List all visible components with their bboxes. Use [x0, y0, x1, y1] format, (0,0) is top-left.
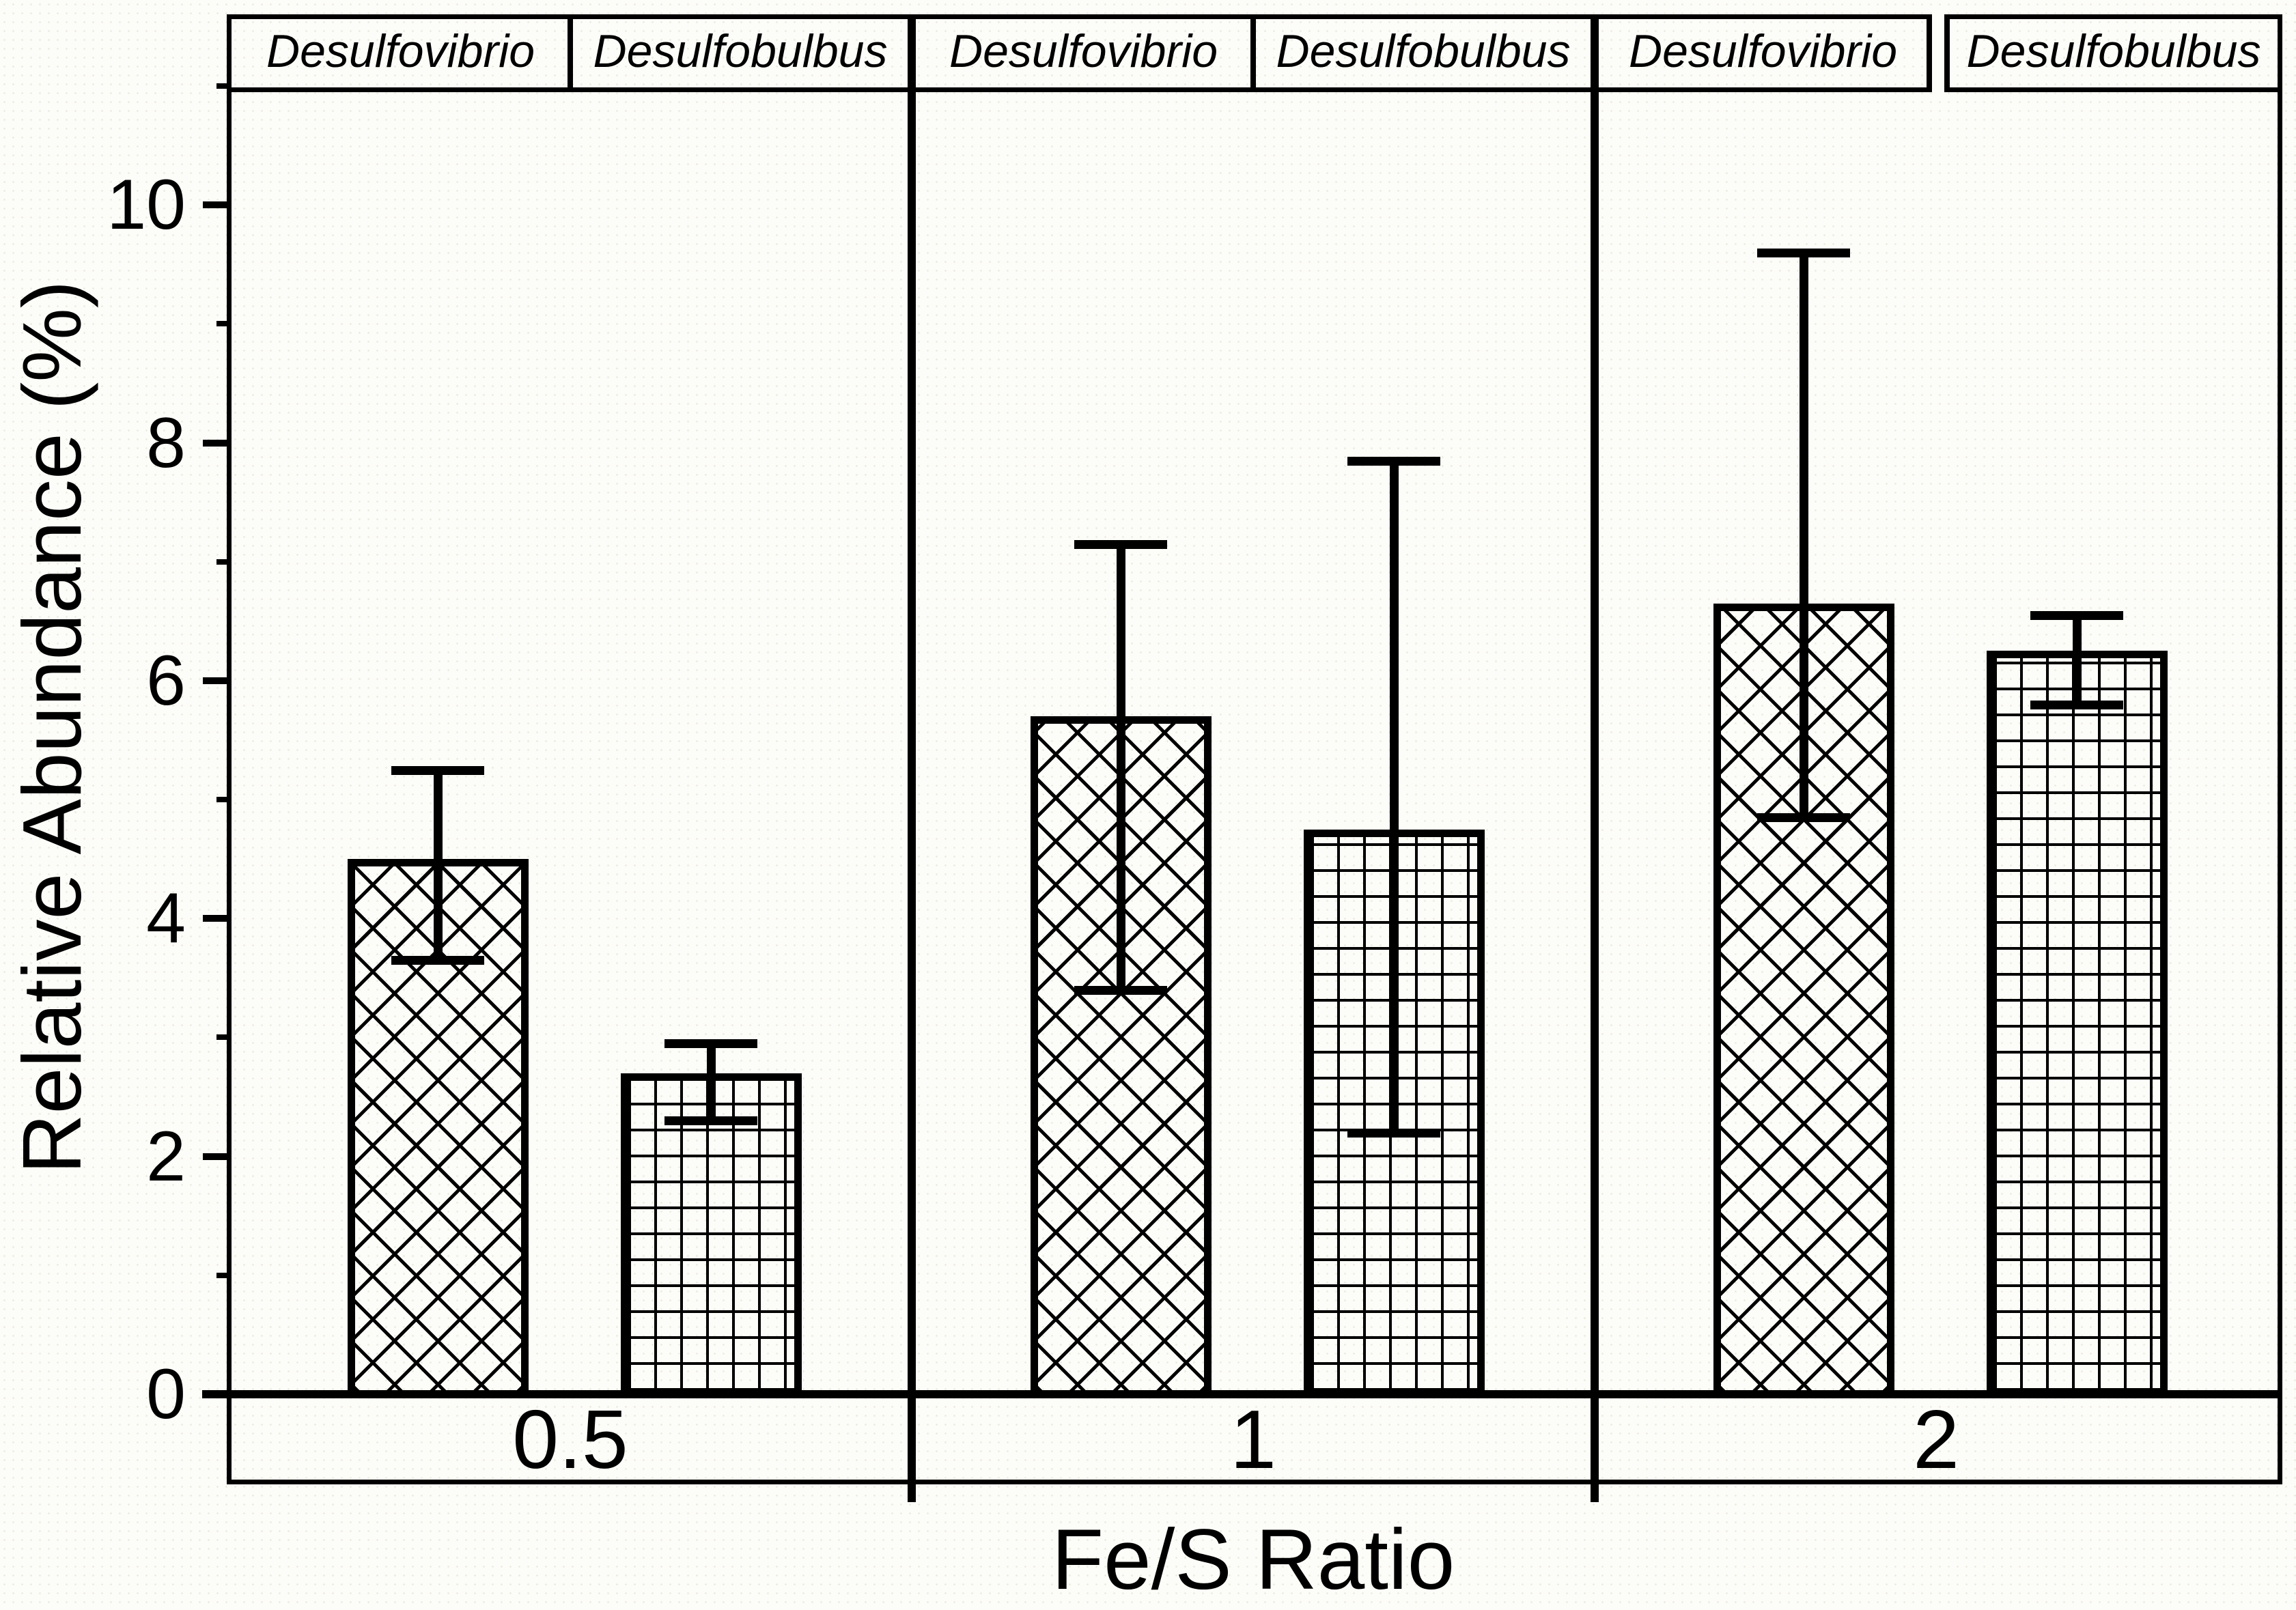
header-gap-right-border — [1944, 14, 1950, 92]
error-bar-cap-top — [2030, 611, 2123, 621]
y-minor-tick — [216, 797, 229, 803]
x-axis-title: Fe/S Ratio — [1051, 1512, 1455, 1607]
species-header-desulfovibrio: Desulfovibrio — [949, 25, 1218, 77]
species-header-desulfobulbus: Desulfobulbus — [593, 25, 888, 77]
y-minor-tick — [216, 1272, 229, 1278]
panel-separator — [908, 14, 916, 1502]
error-bar-cap-bottom — [664, 1116, 757, 1126]
error-bar-cap-bottom — [2030, 700, 2123, 709]
y-tick-label: 4 — [146, 879, 186, 959]
y-tick-label: 2 — [146, 1116, 186, 1196]
header-gap — [1932, 10, 1944, 96]
error-bar-cap-top — [1074, 539, 1167, 549]
species-header-desulfobulbus: Desulfobulbus — [1966, 25, 2261, 77]
error-bar-cap-top — [391, 765, 484, 775]
header-cell-divider — [568, 14, 573, 92]
error-bar-cap-bottom — [1757, 813, 1850, 823]
y-tick-label: 10 — [107, 165, 186, 245]
x-category-label: 2 — [1913, 1393, 1959, 1486]
y-minor-tick — [216, 559, 229, 565]
error-bar-cap-top — [1757, 248, 1850, 257]
bar-desulfobulbus — [1986, 651, 2168, 1398]
plot-border-right — [2278, 14, 2282, 1484]
y-tick-label: 8 — [146, 403, 186, 483]
error-bar-line — [1390, 460, 1399, 1133]
y-major-tick — [203, 201, 229, 209]
error-bar-line — [2073, 615, 2082, 705]
error-bar-line — [434, 769, 443, 961]
error-bar-cap-top — [1347, 456, 1440, 466]
y-tick-label: 6 — [146, 640, 186, 720]
error-bar-cap-bottom — [1074, 985, 1167, 995]
header-cell-divider — [1250, 14, 1256, 92]
header-cell-divider — [1927, 14, 1932, 92]
band-border-bottom — [227, 1480, 2282, 1484]
error-bar-line — [707, 1043, 716, 1121]
error-bar-line — [1117, 543, 1125, 990]
y-major-tick — [203, 677, 229, 684]
species-header-desulfovibrio: Desulfovibrio — [1628, 25, 1898, 77]
y-axis-line — [227, 14, 232, 1484]
error-bar-cap-bottom — [391, 956, 484, 965]
y-major-tick — [203, 1391, 229, 1398]
species-header-desulfovibrio: Desulfovibrio — [266, 25, 535, 77]
y-major-tick — [203, 1153, 229, 1160]
error-bar-line — [1800, 252, 1808, 818]
species-header-desulfobulbus: Desulfobulbus — [1276, 25, 1571, 77]
y-minor-tick — [216, 83, 229, 89]
y-major-tick — [203, 915, 229, 922]
y-tick-label: 0 — [146, 1355, 186, 1434]
panel-separator — [1591, 14, 1599, 1502]
y-major-tick — [203, 439, 229, 447]
x-category-label: 1 — [1230, 1393, 1276, 1486]
y-minor-tick — [216, 321, 229, 327]
x-category-label: 0.5 — [512, 1393, 628, 1486]
error-bar-cap-bottom — [1347, 1128, 1440, 1138]
error-bar-cap-top — [664, 1039, 757, 1049]
y-minor-tick — [216, 1034, 229, 1041]
